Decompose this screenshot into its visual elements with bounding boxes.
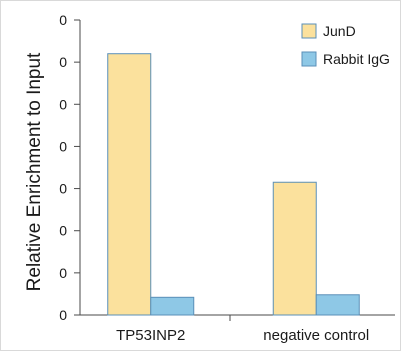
legend-label-jund: JunD bbox=[323, 23, 356, 39]
bar-rabbit-igg-negative-control bbox=[315, 294, 360, 316]
legend-swatch-jund bbox=[301, 23, 317, 39]
y-tick-label: 0 bbox=[59, 138, 67, 154]
bar-jund-tp53inp2 bbox=[107, 53, 152, 316]
legend: JunD Rabbit IgG bbox=[301, 23, 390, 67]
legend-swatch-rabbit-igg bbox=[301, 51, 317, 67]
y-tick-label: 0 bbox=[59, 181, 67, 197]
x-category-label: negative control bbox=[263, 327, 369, 344]
y-tick-label: 0 bbox=[59, 96, 67, 112]
legend-label-rabbit-igg: Rabbit IgG bbox=[323, 51, 390, 67]
y-tick-label: 0 bbox=[59, 307, 67, 323]
y-tick-label: 0 bbox=[59, 12, 67, 28]
y-axis-title: Relative Enrichment to Input bbox=[24, 52, 45, 291]
bar-rabbit-igg-tp53inp2 bbox=[150, 296, 195, 316]
bars-group bbox=[107, 53, 360, 316]
y-tick-label: 0 bbox=[59, 265, 67, 281]
y-tick-label: 0 bbox=[59, 223, 67, 239]
y-axis-ticks: 0 0 0 0 0 0 0 0 bbox=[59, 12, 80, 323]
x-axis-categories: TP53INP2 negative control bbox=[116, 327, 369, 344]
x-category-label: TP53INP2 bbox=[116, 327, 185, 344]
bar-jund-negative-control bbox=[272, 181, 317, 316]
y-tick-label: 0 bbox=[59, 54, 67, 70]
